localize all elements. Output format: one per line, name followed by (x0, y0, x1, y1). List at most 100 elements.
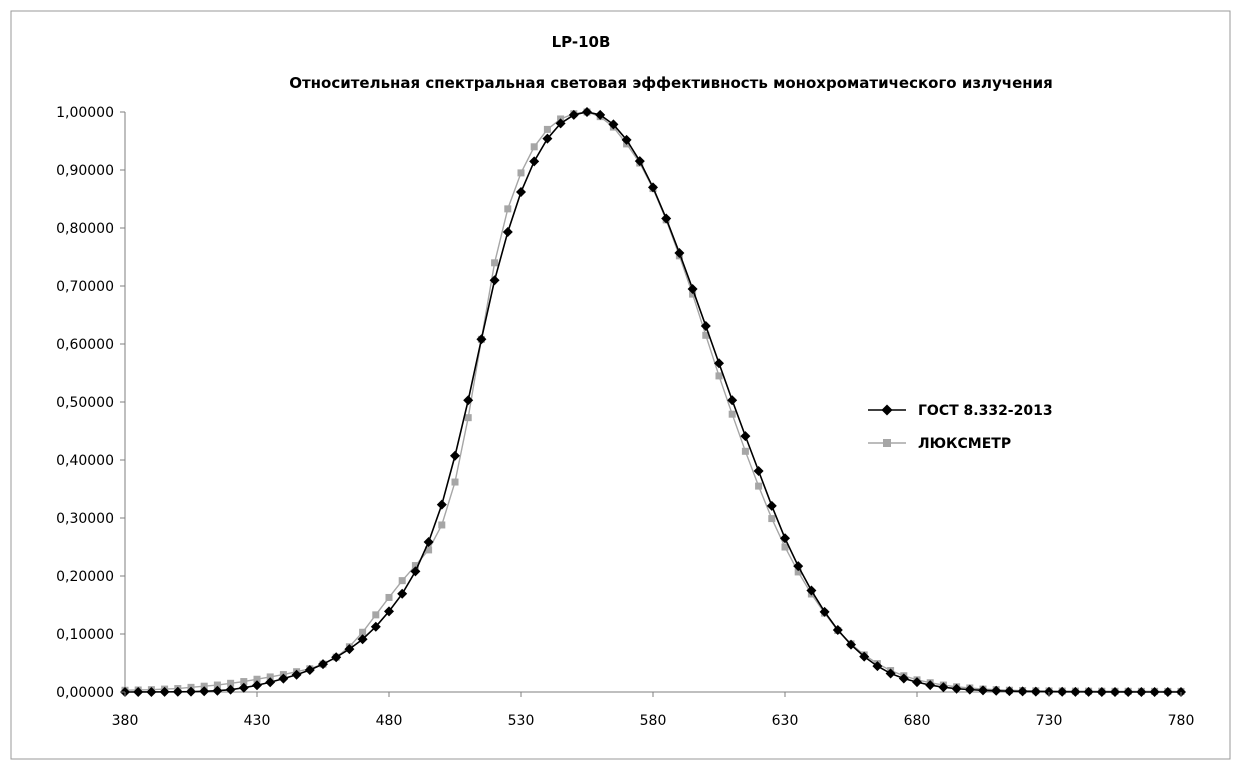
y-tick-label: 0,20000 (56, 569, 114, 585)
data-point-luxmeter (385, 593, 393, 601)
y-tick-label: 0,30000 (56, 511, 114, 527)
data-point-luxmeter (240, 678, 248, 686)
data-point-gost (423, 537, 434, 548)
data-point-luxmeter (451, 478, 459, 486)
y-tick-label: 0,80000 (56, 221, 114, 237)
data-point-gost (238, 682, 249, 693)
legend-label-gost: ГОСТ 8.332-2013 (918, 403, 1053, 419)
data-point-gost (608, 119, 619, 130)
data-point-gost (542, 133, 553, 144)
x-tick-label: 780 (1168, 713, 1195, 729)
y-tick-label: 0,90000 (56, 163, 114, 179)
data-point-gost (278, 673, 289, 684)
data-point-gost (568, 109, 579, 120)
data-point-luxmeter (755, 482, 763, 490)
data-point-gost (397, 588, 408, 599)
legend-entry-luxmeter: ЛЮКСМЕТР (868, 436, 1011, 452)
x-tick-label: 480 (376, 713, 403, 729)
data-point-gost (912, 677, 922, 688)
data-point-gost (516, 187, 526, 198)
legend-label-luxmeter: ЛЮКСМЕТР (918, 436, 1011, 452)
data-point-gost (859, 651, 870, 662)
data-point-gost (186, 686, 196, 697)
y-tick-label: 0,70000 (56, 279, 114, 295)
y-tick-label: 0,10000 (56, 627, 114, 643)
series-layer (120, 107, 1186, 697)
data-point-gost (476, 334, 487, 345)
data-point-gost (727, 395, 738, 406)
data-point-gost (1030, 686, 1041, 697)
data-point-luxmeter (227, 679, 235, 687)
data-point-luxmeter (438, 521, 446, 529)
legend-marker-gost (881, 404, 893, 416)
data-point-luxmeter (425, 546, 433, 554)
data-point-gost (252, 680, 262, 691)
chart-subtitle: Относительная спектральная световая эффе… (289, 74, 1053, 92)
data-point-gost (1149, 687, 1160, 697)
data-point-gost (885, 668, 896, 679)
data-point-gost (318, 659, 328, 670)
data-point-gost (357, 634, 368, 645)
data-point-luxmeter (200, 682, 208, 690)
data-point-luxmeter (253, 675, 261, 683)
data-point-gost (159, 686, 170, 697)
x-tick-label: 580 (640, 713, 667, 729)
data-point-gost (344, 644, 355, 655)
data-point-gost (753, 466, 764, 477)
data-point-luxmeter (728, 410, 736, 418)
data-point-gost (634, 156, 645, 167)
data-point-gost (555, 118, 566, 129)
data-point-gost (1083, 686, 1094, 697)
data-point-luxmeter (504, 205, 512, 213)
data-point-gost (898, 673, 909, 684)
data-point-luxmeter (530, 143, 538, 151)
data-point-gost (225, 684, 236, 695)
legend-entry-gost: ГОСТ 8.332-2013 (868, 403, 1053, 419)
data-point-gost (582, 107, 592, 117)
data-point-gost (1096, 686, 1107, 697)
data-point-gost (740, 431, 751, 442)
data-point-gost (700, 321, 711, 332)
tick-layer: 0,00000 0,10000 0,20000 0,30000 0,40000 0,500… (56, 105, 1194, 729)
data-point-luxmeter (359, 628, 367, 636)
data-point-gost (832, 624, 843, 635)
data-point-gost (978, 685, 988, 696)
data-point-gost (595, 109, 606, 120)
data-point-gost (793, 561, 804, 572)
x-tick-label: 630 (772, 713, 799, 729)
data-point-luxmeter (372, 611, 380, 619)
data-point-gost (265, 677, 276, 688)
data-point-gost (819, 606, 830, 617)
data-point-gost (661, 213, 672, 224)
data-point-luxmeter (517, 169, 525, 177)
data-point-gost (410, 566, 421, 577)
data-point-gost (436, 499, 447, 510)
data-point-gost (846, 639, 856, 650)
data-point-luxmeter (213, 681, 221, 689)
y-tick-label: 1,00000 (56, 105, 114, 121)
data-point-gost (766, 500, 777, 511)
y-tick-label: 0,50000 (56, 395, 114, 411)
data-point-gost (964, 684, 975, 695)
x-tick-label: 430 (244, 713, 271, 729)
data-point-gost (714, 358, 724, 369)
data-point-gost (384, 606, 394, 617)
data-point-gost (991, 685, 1002, 696)
data-point-gost (489, 275, 500, 286)
chart-area-border (10, 10, 1231, 760)
data-point-luxmeter (794, 568, 802, 576)
data-point-gost (1162, 687, 1173, 697)
data-point-gost (199, 686, 210, 697)
data-point-gost (1123, 686, 1134, 697)
data-point-gost (304, 664, 315, 675)
data-point-gost (1004, 686, 1015, 697)
data-point-gost (951, 683, 962, 694)
data-point-luxmeter (398, 577, 406, 585)
data-point-gost (806, 585, 817, 596)
data-point-luxmeter (491, 259, 499, 267)
data-point-gost (450, 450, 460, 461)
data-point-luxmeter (689, 290, 697, 298)
data-point-gost (146, 686, 157, 697)
chart-title: LP-10B (552, 33, 611, 51)
